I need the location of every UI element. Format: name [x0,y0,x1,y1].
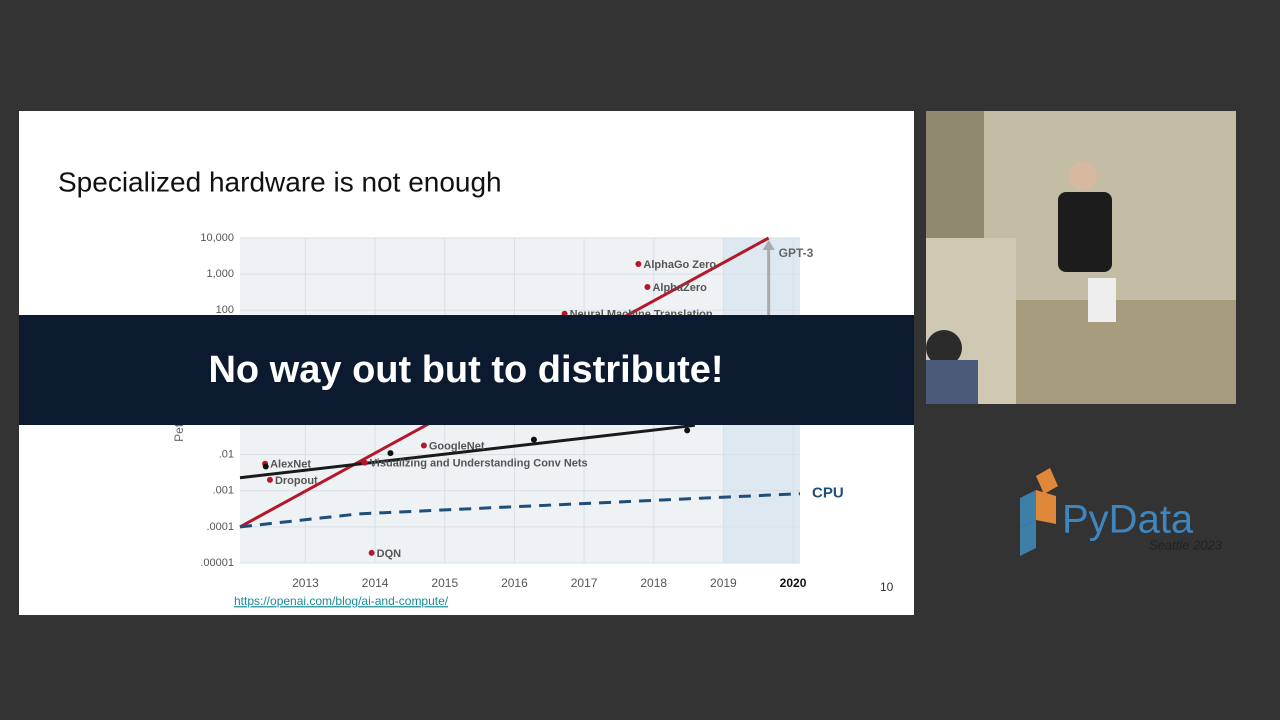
point-label: AlexNet [270,459,311,471]
source-link[interactable]: https://openai.com/blog/ai-and-compute/ [234,594,449,608]
data-point [530,436,537,443]
point-label: DQN [377,548,402,560]
logo-event: Seattle 2023 [1149,537,1223,552]
data-point [361,459,368,466]
video-body [1058,192,1112,272]
series-label: CPU [812,485,844,502]
data-point [420,442,427,449]
video-audience-body [926,360,978,404]
series-line [239,423,695,480]
video-head [1069,162,1097,190]
y-tick-label: .01 [219,449,234,461]
data-point [635,261,642,268]
point-label: Dropout [275,475,318,487]
x-tick-label: 2017 [571,576,598,590]
annotation-arrowhead [762,240,775,250]
video-box [1088,278,1116,322]
x-tick-label: 2013 [292,576,319,590]
x-tick-label: 2018 [640,576,667,590]
point-label: AlphaZero [652,282,707,294]
pydata-logo: PyData Seattle 2023 [1020,468,1223,556]
point-label: Visualizing and Understanding Conv Nets [370,458,588,470]
y-tick-label: 100 [216,304,234,316]
data-point [368,549,375,556]
y-tick-label: 10,000 [200,232,234,244]
data-point [266,476,273,483]
y-tick-label: .0001 [206,521,234,533]
video-desk [1016,300,1236,404]
logo-name: PyData [1062,498,1194,542]
logo-cube [1020,490,1036,528]
data-point [684,427,691,434]
slide-title: Specialized hardware is not enough [58,166,502,197]
data-point [644,283,651,290]
x-tick-label: 2020 [780,576,807,590]
x-tick-label: 2016 [501,576,528,590]
point-label: GoogleNet [429,440,485,452]
y-tick-label: .00001 [200,557,234,569]
x-tick-label: 2014 [362,576,389,590]
banner-text: No way out but to distribute! [208,349,723,391]
logo-cube [1020,520,1036,556]
data-point [387,450,394,457]
x-tick-label: 2015 [431,576,458,590]
banner [19,315,914,425]
point-label: AlphaGo Zero [643,259,716,271]
video-audience [926,330,962,366]
y-tick-label: .001 [213,485,234,497]
x-tick-label: 2019 [710,576,737,590]
y-tick-label: 1,000 [206,268,234,280]
annotation: GPT-3 [779,246,814,260]
data-point [262,463,269,470]
logo-cube [1036,468,1058,494]
speaker-video [926,111,1236,404]
logo-cube [1036,490,1056,524]
page-number: 10 [880,580,894,594]
